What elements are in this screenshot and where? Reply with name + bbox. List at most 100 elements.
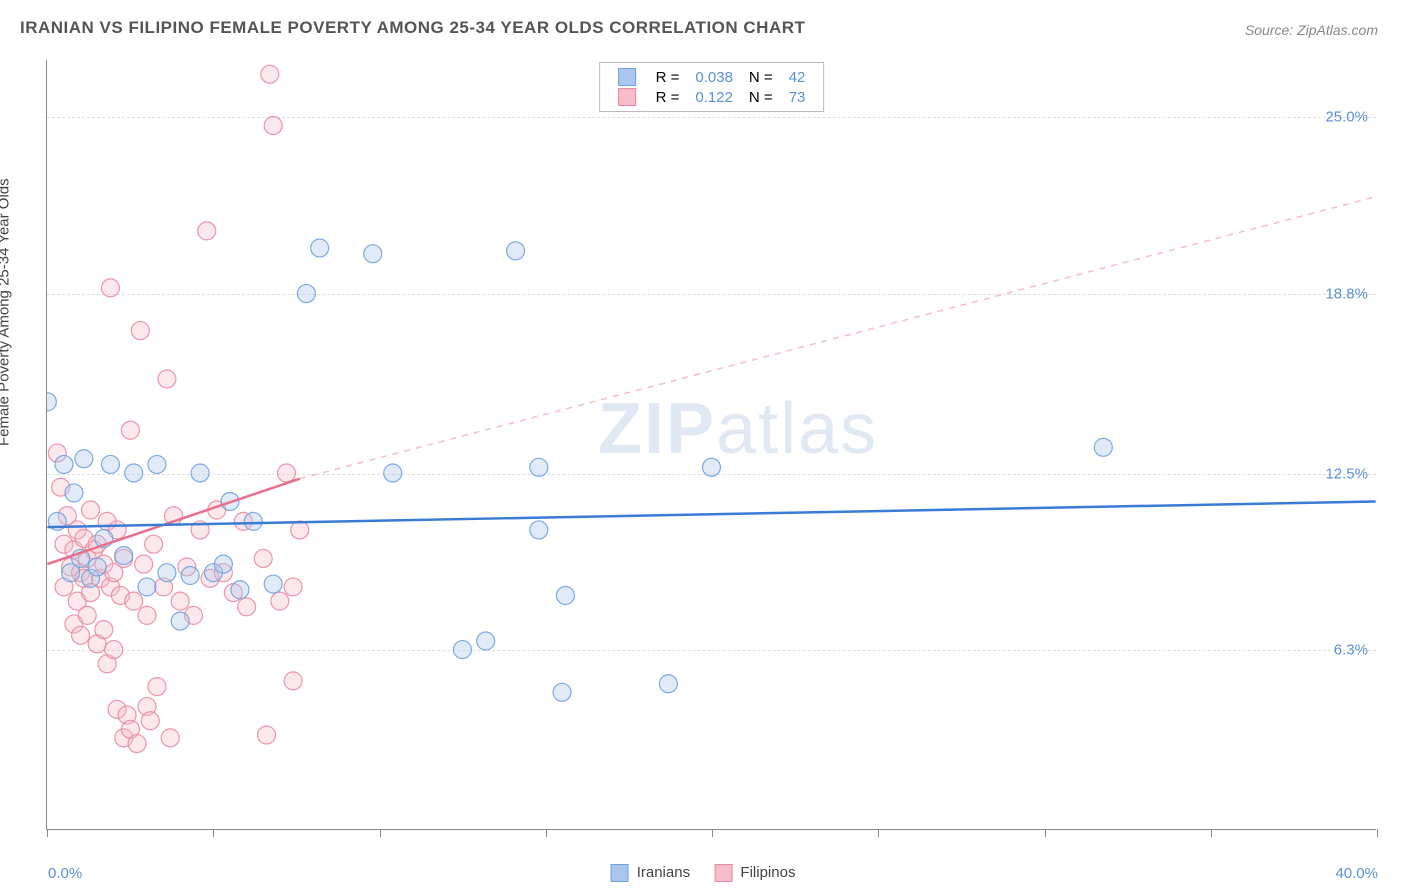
data-point <box>88 558 106 576</box>
source-attribution: Source: ZipAtlas.com <box>1245 22 1378 38</box>
n-label-b: N = <box>741 87 781 107</box>
data-point <box>78 606 96 624</box>
data-point <box>55 455 73 473</box>
data-point <box>477 632 495 650</box>
data-point <box>121 421 139 439</box>
x-tick <box>546 829 547 837</box>
data-point <box>181 567 199 585</box>
data-point <box>311 239 329 257</box>
data-point <box>75 450 93 468</box>
data-point <box>284 672 302 690</box>
data-point <box>244 512 262 530</box>
legend-label-iranians: Iranians <box>637 864 690 881</box>
data-point <box>65 484 83 502</box>
series-legend: Iranians Filipinos <box>601 864 806 882</box>
data-point <box>101 455 119 473</box>
data-point <box>284 578 302 596</box>
x-tick <box>47 829 48 837</box>
y-axis-label: Female Poverty Among 25-34 Year Olds <box>0 178 13 446</box>
swatch-iranians <box>618 68 636 86</box>
x-axis-max-label: 40.0% <box>1335 865 1378 882</box>
data-point <box>82 501 100 519</box>
data-point <box>95 621 113 639</box>
data-point <box>271 592 289 610</box>
n-label-a: N = <box>741 67 781 87</box>
stats-legend: R = 0.038 N = 42 R = 0.122 N = 73 <box>599 62 825 112</box>
data-point <box>72 626 90 644</box>
data-point <box>171 612 189 630</box>
plot-area: R = 0.038 N = 42 R = 0.122 N = 73 ZIPatl… <box>46 60 1376 830</box>
data-point <box>125 464 143 482</box>
data-point <box>261 65 279 83</box>
data-point <box>291 521 309 539</box>
x-tick <box>380 829 381 837</box>
data-point <box>384 464 402 482</box>
data-point <box>703 458 721 476</box>
data-point <box>297 285 315 303</box>
data-point <box>131 322 149 340</box>
data-point <box>148 678 166 696</box>
chart-svg <box>47 60 1376 829</box>
legend-label-filipinos: Filipinos <box>740 864 795 881</box>
n-value-b: 73 <box>781 87 814 107</box>
data-point <box>231 581 249 599</box>
stats-row-iranians: R = 0.038 N = 42 <box>610 67 814 87</box>
r-label-a: R = <box>648 67 688 87</box>
source-name: ZipAtlas.com <box>1297 22 1378 38</box>
data-point <box>158 564 176 582</box>
data-point <box>125 592 143 610</box>
r-value-b: 0.122 <box>687 87 741 107</box>
data-point <box>258 726 276 744</box>
data-point <box>507 242 525 260</box>
data-point <box>128 735 146 753</box>
data-point <box>191 464 209 482</box>
source-label: Source: <box>1245 22 1293 38</box>
data-point <box>101 279 119 297</box>
data-point <box>254 549 272 567</box>
data-point <box>1094 438 1112 456</box>
data-point <box>145 535 163 553</box>
data-point <box>115 547 133 565</box>
data-point <box>264 117 282 135</box>
swatch-filipinos-bottom <box>714 864 732 882</box>
data-point <box>277 464 295 482</box>
data-point <box>148 455 166 473</box>
data-point <box>47 393 56 411</box>
legend-item-filipinos: Filipinos <box>714 864 795 881</box>
trend-line <box>300 197 1376 479</box>
data-point <box>238 598 256 616</box>
data-point <box>171 592 189 610</box>
swatch-filipinos <box>618 88 636 106</box>
data-point <box>530 458 548 476</box>
data-point <box>214 555 232 573</box>
stats-row-filipinos: R = 0.122 N = 73 <box>610 87 814 107</box>
data-point <box>198 222 216 240</box>
data-point <box>659 675 677 693</box>
data-point <box>364 245 382 263</box>
data-point <box>138 578 156 596</box>
swatch-iranians-bottom <box>611 864 629 882</box>
data-point <box>135 555 153 573</box>
data-point <box>556 586 574 604</box>
x-tick <box>1211 829 1212 837</box>
n-value-a: 42 <box>781 67 814 87</box>
x-tick <box>712 829 713 837</box>
legend-item-iranians: Iranians <box>611 864 695 881</box>
data-point <box>161 729 179 747</box>
data-point <box>158 370 176 388</box>
data-point <box>553 683 571 701</box>
data-point <box>105 641 123 659</box>
chart-container: IRANIAN VS FILIPINO FEMALE POVERTY AMONG… <box>0 0 1406 892</box>
x-tick <box>1045 829 1046 837</box>
r-value-a: 0.038 <box>687 67 741 87</box>
data-point <box>138 606 156 624</box>
r-label-b: R = <box>648 87 688 107</box>
chart-title: IRANIAN VS FILIPINO FEMALE POVERTY AMONG… <box>20 18 805 38</box>
x-axis-min-label: 0.0% <box>48 865 82 882</box>
data-point <box>141 712 159 730</box>
x-tick <box>1377 829 1378 837</box>
data-point <box>264 575 282 593</box>
data-point <box>453 641 471 659</box>
x-tick <box>213 829 214 837</box>
x-tick <box>878 829 879 837</box>
